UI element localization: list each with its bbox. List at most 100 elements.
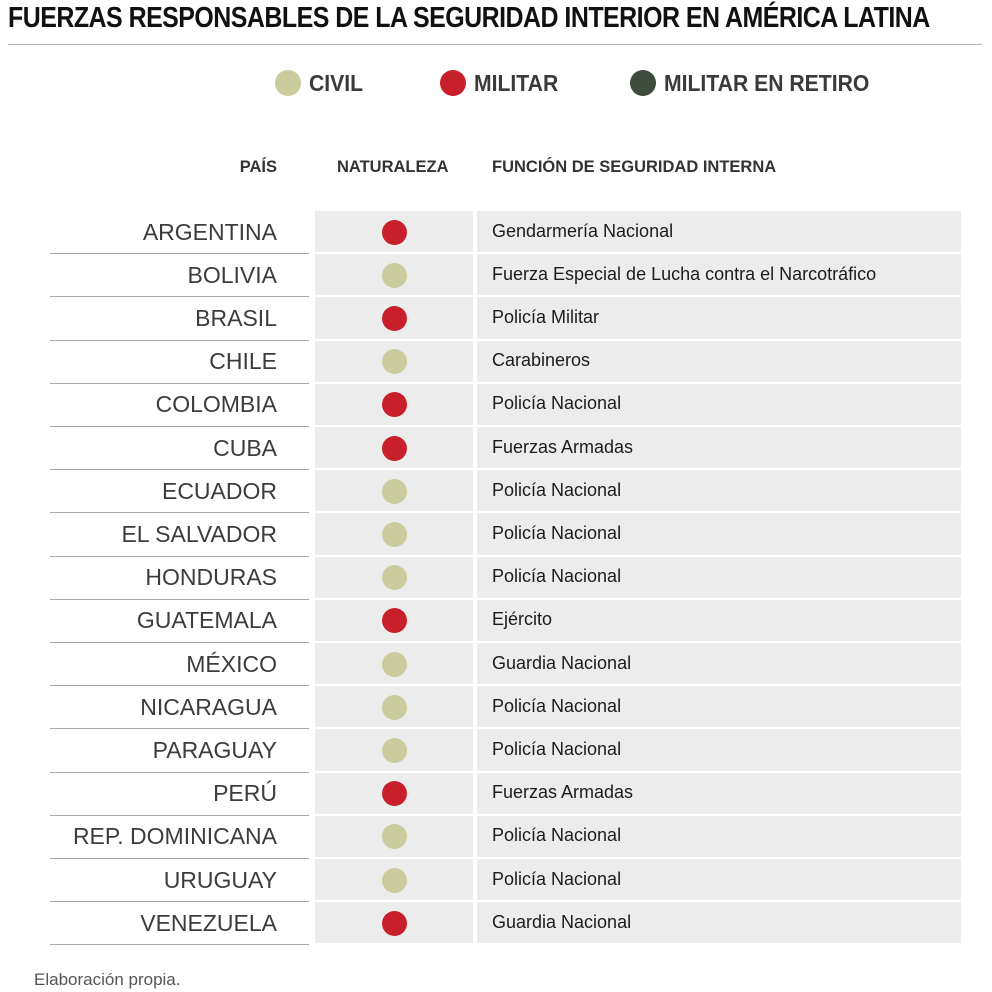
- legend-item-militar-en-retiro: MILITAR EN RETIRO: [630, 66, 887, 100]
- function-label: Fuerzas Armadas: [492, 436, 634, 457]
- title-divider: [8, 44, 982, 45]
- row-divider: [50, 728, 309, 730]
- funcion-cell: [477, 556, 961, 598]
- nature-marker: [382, 694, 407, 720]
- function-label: Policía Nacional: [492, 479, 622, 500]
- function-label: Policía Nacional: [492, 739, 622, 759]
- country-label: MÉXICO: [186, 650, 277, 677]
- funcion-cell: [477, 859, 961, 901]
- function-label: Policía Nacional: [492, 393, 622, 414]
- nature-marker: [382, 349, 407, 375]
- country-label: COLOMBIA: [155, 391, 277, 418]
- country-label: EL SALVADOR: [121, 521, 277, 547]
- country-label: CHILE: [209, 348, 277, 375]
- legend-swatch-militar-en-retiro: [630, 70, 656, 96]
- funcion-cell: [477, 815, 961, 857]
- funcion-cell: [477, 340, 961, 382]
- row-divider: [50, 512, 309, 514]
- country-label: BRASIL: [195, 305, 277, 331]
- function-label: Fuerza Especial de Lucha contra el Narco…: [492, 263, 877, 284]
- funcion-cell: [477, 902, 961, 944]
- function-label: Gendarmería Nacional: [492, 220, 674, 241]
- nature-marker: [382, 392, 407, 418]
- function-label: Policía Militar: [492, 307, 600, 327]
- nature-marker: [382, 608, 407, 634]
- country-label: NICARAGUA: [140, 693, 277, 720]
- chart-title: FUERZAS RESPONSABLES DE LA SEGURIDAD INT…: [8, 2, 930, 34]
- row-divider: [50, 944, 309, 946]
- legend-label-civil: CIVIL: [309, 69, 364, 96]
- country-label: BOLIVIA: [187, 261, 277, 288]
- country-label: CUBA: [213, 434, 277, 461]
- column-header-naturaleza: NATURALEZA: [337, 158, 449, 176]
- function-label: Fuerzas Armadas: [492, 782, 634, 803]
- country-label: HONDURAS: [145, 564, 277, 591]
- column-header-funcion: FUNCIÓN DE SEGURIDAD INTERNA: [492, 158, 777, 176]
- funcion-cell: [477, 383, 961, 425]
- function-label: Policía Nacional: [492, 695, 622, 716]
- funcion-cell: [477, 427, 961, 469]
- nature-marker: [382, 522, 407, 547]
- legend-item-militar: MILITAR: [440, 66, 566, 100]
- source-note: Elaboración propia.: [34, 970, 181, 989]
- nature-marker: [382, 219, 407, 245]
- nature-marker: [382, 910, 407, 936]
- legend-label-militar-en-retiro: MILITAR EN RETIRO: [664, 69, 870, 96]
- row-divider: [50, 339, 309, 341]
- function-label: Policía Nacional: [492, 868, 622, 889]
- row-divider: [50, 858, 309, 859]
- function-label: Policía Nacional: [492, 825, 622, 846]
- column-header-pais: PAÍS: [239, 158, 277, 176]
- row-divider: [50, 901, 309, 903]
- row-divider: [50, 814, 309, 816]
- function-label: Guardia Nacional: [492, 652, 632, 673]
- legend-label-militar: MILITAR: [474, 69, 559, 96]
- function-label: Carabineros: [492, 350, 591, 371]
- row-divider: [50, 555, 309, 557]
- nature-marker: [382, 867, 407, 893]
- function-label: Policía Nacional: [492, 566, 622, 587]
- nature-marker: [382, 435, 407, 461]
- funcion-cell: [477, 513, 961, 555]
- function-label: Policía Nacional: [492, 523, 622, 543]
- nature-marker: [382, 824, 407, 850]
- funcion-cell: [477, 643, 961, 685]
- nature-marker: [382, 651, 407, 677]
- funcion-cell: [477, 470, 961, 512]
- function-label: Ejército: [492, 609, 553, 630]
- row-divider: [50, 685, 309, 687]
- row-divider: [50, 253, 309, 255]
- funcion-cell: [477, 686, 961, 728]
- row-divider: [50, 296, 309, 298]
- row-divider: [50, 426, 309, 427]
- country-label: PARAGUAY: [152, 737, 277, 763]
- nature-marker: [382, 565, 407, 591]
- country-label: VENEZUELA: [140, 909, 277, 936]
- funcion-cell: [477, 297, 961, 339]
- row-divider: [50, 469, 309, 471]
- legend-swatch-militar: [440, 70, 466, 96]
- row-divider: [50, 771, 309, 773]
- funcion-cell: [477, 254, 961, 296]
- country-label: REP. DOMINICANA: [72, 823, 277, 850]
- country-label: ARGENTINA: [142, 218, 277, 245]
- funcion-cell: [477, 772, 961, 814]
- legend-item-civil: CIVIL: [275, 66, 368, 100]
- funcion-cell: [477, 729, 961, 771]
- funcion-cell: [477, 599, 961, 641]
- nature-marker: [382, 478, 407, 504]
- nature-marker: [382, 738, 407, 763]
- country-label: PERÚ: [213, 780, 277, 807]
- funcion-cell: [477, 211, 961, 253]
- nature-marker: [382, 781, 407, 807]
- function-label: Guardia Nacional: [492, 911, 632, 932]
- nature-marker: [382, 262, 407, 288]
- country-label: URUGUAY: [163, 866, 277, 893]
- country-label: GUATEMALA: [136, 607, 277, 634]
- legend-swatch-civil: [275, 70, 301, 96]
- row-divider: [50, 382, 309, 384]
- nature-marker: [382, 306, 407, 331]
- row-divider: [50, 598, 309, 600]
- row-divider: [50, 642, 309, 643]
- country-label: ECUADOR: [161, 477, 277, 504]
